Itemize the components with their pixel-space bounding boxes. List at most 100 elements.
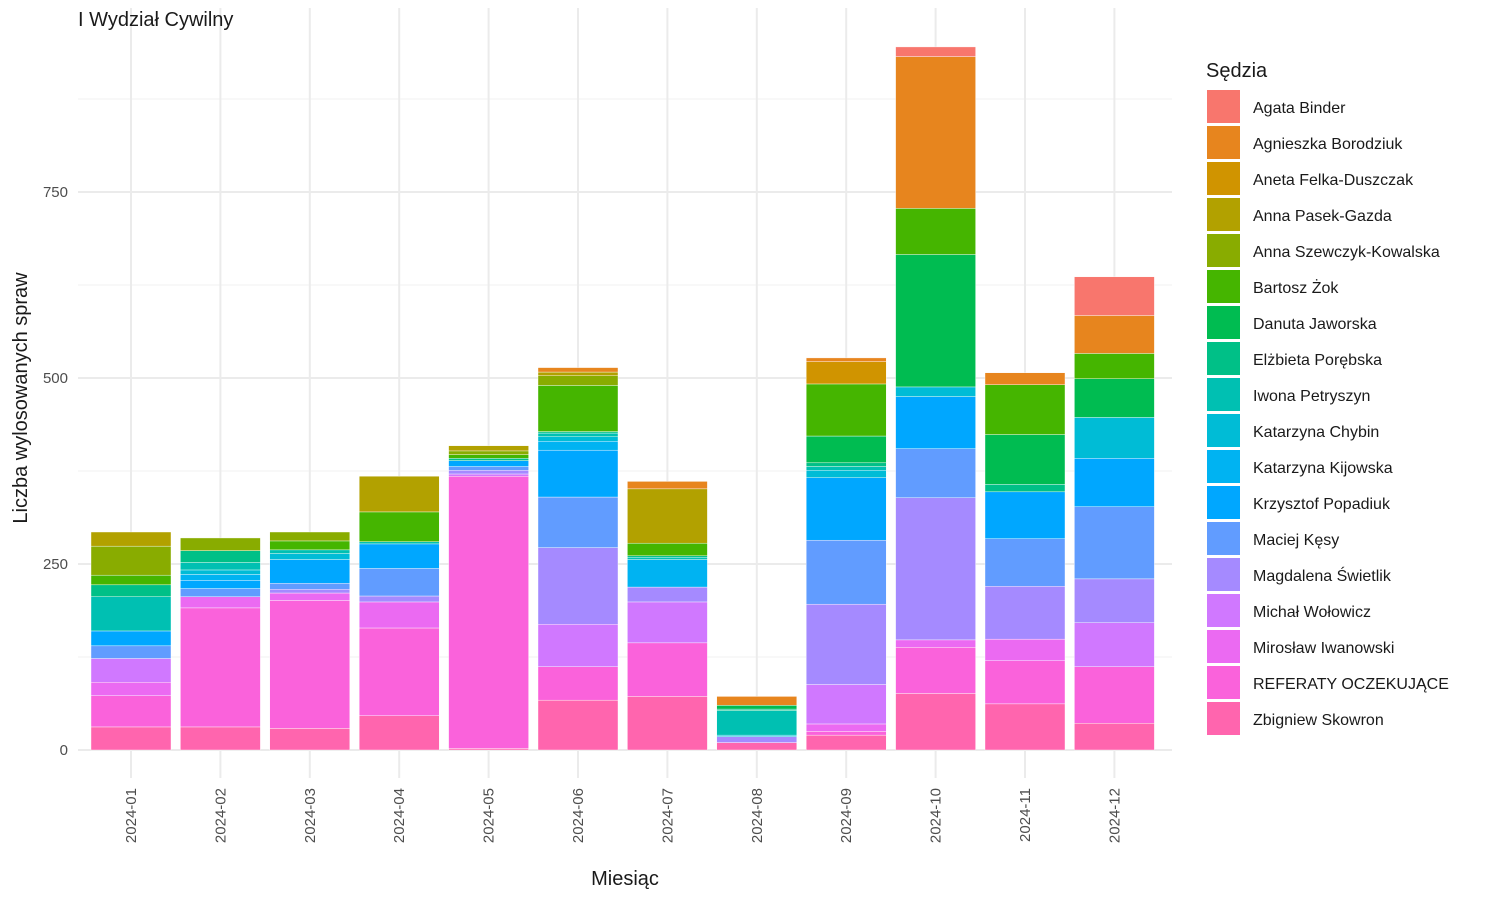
bar-segment bbox=[537, 449, 619, 498]
bar-segment bbox=[180, 537, 261, 551]
bar-segment bbox=[90, 682, 172, 696]
x-tick-label: 2024-03 bbox=[302, 788, 319, 843]
bar-segment bbox=[1074, 315, 1155, 354]
bar-segment bbox=[895, 448, 976, 498]
bar-segment bbox=[448, 466, 529, 471]
bar-segment bbox=[984, 434, 1066, 485]
bar-segment bbox=[895, 396, 976, 449]
bar-segment bbox=[984, 372, 1066, 385]
bar-segment bbox=[716, 734, 797, 737]
bar-segment bbox=[716, 708, 797, 711]
y-axis-title: Liczba wylosowanych spraw bbox=[10, 272, 32, 524]
bar-segment bbox=[90, 545, 172, 576]
bar-segment bbox=[448, 460, 529, 467]
bar-segment bbox=[984, 491, 1066, 539]
x-tick-label: 2024-11 bbox=[1017, 788, 1034, 842]
bar-segment bbox=[984, 586, 1066, 640]
legend-label: Agata Binder bbox=[1253, 100, 1346, 117]
bar-segment bbox=[806, 731, 887, 736]
x-tick-label: 2024-05 bbox=[481, 788, 498, 843]
bar-segment bbox=[359, 568, 440, 597]
legend-label: Krzysztof Popadiuk bbox=[1253, 496, 1391, 513]
bar-segment bbox=[448, 454, 529, 459]
bar-segment bbox=[448, 476, 529, 749]
bar-segment bbox=[269, 728, 350, 751]
legend-label: Agnieszka Borodziuk bbox=[1253, 136, 1403, 153]
bar-segment bbox=[806, 603, 887, 685]
bar-segment bbox=[895, 497, 976, 641]
bar-segment bbox=[537, 496, 619, 548]
bar-segment bbox=[180, 596, 261, 609]
y-tick-label: 500 bbox=[43, 370, 68, 387]
bar-segment bbox=[537, 441, 619, 451]
bar-segment bbox=[1074, 276, 1155, 316]
bar-segment bbox=[716, 705, 797, 710]
bar-segment bbox=[359, 511, 440, 542]
bar-segment bbox=[180, 580, 261, 589]
chart-title: I Wydział Cywilny bbox=[78, 9, 233, 31]
bar-segment bbox=[806, 357, 887, 362]
legend-swatch bbox=[1207, 270, 1240, 303]
legend-swatch bbox=[1207, 594, 1240, 627]
legend-label: Elżbieta Porębska bbox=[1253, 352, 1382, 369]
bar-segment bbox=[448, 445, 529, 452]
bar-segment bbox=[269, 583, 350, 590]
legend-label: Iwona Petryszyn bbox=[1253, 388, 1370, 405]
legend-label: REFERATY OCZEKUJĄCE bbox=[1253, 676, 1449, 693]
bar-segment bbox=[627, 586, 708, 603]
bar-segment bbox=[269, 592, 350, 601]
bar-segment bbox=[1074, 378, 1155, 418]
bar-segment bbox=[359, 541, 440, 545]
bar-segment bbox=[806, 539, 887, 605]
y-axis-ticks: 0 250 500 750 bbox=[43, 184, 68, 759]
bar-segment bbox=[359, 601, 440, 629]
bar-segment bbox=[90, 596, 172, 632]
x-tick-label: 2024-01 bbox=[123, 788, 140, 843]
bar-segment bbox=[806, 383, 887, 437]
bar-segment bbox=[359, 543, 440, 569]
bar-segment bbox=[537, 436, 619, 442]
bar-segment bbox=[627, 601, 708, 644]
legend-swatch bbox=[1207, 630, 1240, 663]
bar-segment bbox=[627, 557, 708, 560]
bar-segment bbox=[448, 450, 529, 455]
bar-segment bbox=[984, 660, 1066, 705]
x-tick-label: 2024-02 bbox=[212, 788, 229, 843]
bar-segment bbox=[895, 254, 976, 388]
x-tick-label: 2024-12 bbox=[1106, 788, 1123, 843]
legend-label: Michał Wołowicz bbox=[1253, 604, 1371, 621]
x-tick-label: 2024-04 bbox=[391, 788, 408, 843]
bar-segment bbox=[895, 693, 976, 751]
bar-segment bbox=[180, 726, 261, 751]
legend-swatch bbox=[1207, 522, 1240, 555]
bar-segment bbox=[806, 723, 887, 732]
bar-segment bbox=[537, 431, 619, 434]
bar-segment bbox=[537, 371, 619, 376]
legend-label: Magdalena Świetlik bbox=[1253, 566, 1392, 585]
bar-segment bbox=[537, 432, 619, 437]
bar-segment bbox=[1074, 458, 1155, 507]
legend-label: Aneta Felka-Duszczak bbox=[1253, 172, 1414, 189]
bar-segment bbox=[895, 56, 976, 209]
bar-segment bbox=[984, 638, 1066, 661]
bar-segment bbox=[90, 658, 172, 683]
bar-segment bbox=[269, 540, 350, 551]
bar-segment bbox=[1074, 417, 1155, 459]
bar-segment bbox=[984, 484, 1066, 493]
bar-segment bbox=[90, 584, 172, 597]
bar-segment bbox=[1074, 622, 1155, 667]
bar-segment bbox=[895, 386, 976, 397]
bar-segment bbox=[537, 624, 619, 667]
bar-segment bbox=[984, 384, 1066, 435]
bar-segment bbox=[359, 715, 440, 751]
bar-segment bbox=[180, 588, 261, 597]
x-axis-title: Miesiąc bbox=[591, 868, 659, 890]
bar-segment bbox=[627, 542, 708, 557]
bar-segment bbox=[90, 645, 172, 659]
legend-swatch bbox=[1207, 666, 1240, 699]
bar-segment bbox=[716, 736, 797, 743]
bar-segment bbox=[90, 695, 172, 728]
y-tick-label: 250 bbox=[43, 556, 68, 573]
bar-segment bbox=[269, 531, 350, 542]
